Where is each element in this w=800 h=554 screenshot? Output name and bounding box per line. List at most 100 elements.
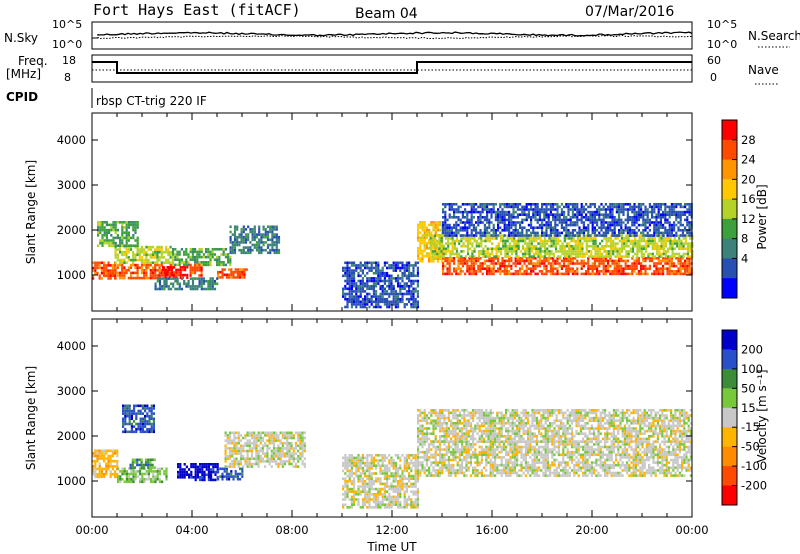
cell-0-14 (481, 231, 484, 235)
cell-0-12 (552, 262, 555, 265)
cell-0-1 (143, 274, 146, 277)
cell-1-3 (207, 463, 210, 466)
cell-0-12 (602, 262, 605, 265)
cell-1-5 (228, 449, 232, 453)
cell-0-8 (253, 243, 256, 247)
cell-0-10 (410, 292, 413, 296)
cell-0-14 (470, 229, 473, 232)
cell-0-1 (123, 274, 126, 277)
cell-0-4 (173, 266, 176, 269)
cell-1-3 (207, 473, 210, 476)
cell-0-13 (671, 250, 674, 253)
cell-0-14 (629, 203, 632, 206)
cell-0-12 (492, 267, 495, 270)
cell-0-10 (388, 292, 391, 296)
cell-0-12 (642, 257, 645, 260)
cell-0-12 (633, 270, 636, 273)
cell-0-14 (543, 223, 546, 227)
cell-0-13 (510, 247, 514, 251)
cell-0-12 (519, 272, 522, 276)
cell-0-13 (629, 239, 632, 243)
cell-0-11 (419, 260, 422, 263)
cell-0-10 (414, 264, 417, 267)
cell-0-14 (541, 221, 544, 224)
cell-0-10 (397, 266, 400, 270)
cell-0-11 (434, 221, 437, 224)
cell-0-12 (648, 257, 651, 260)
cell-0-4 (179, 268, 182, 272)
cell-1-4 (223, 475, 226, 478)
cell-0-14 (644, 221, 647, 224)
cell-0-14 (523, 210, 526, 214)
cell-0-14 (508, 229, 511, 232)
cell-0-12 (464, 272, 467, 276)
cell-0-14 (457, 208, 460, 211)
cell-0-10 (399, 269, 402, 272)
cell-0-6 (200, 269, 203, 272)
cell-1-5 (275, 460, 278, 463)
cell-0-2 (123, 261, 126, 264)
cell-1-5 (268, 431, 271, 435)
cell-0-13 (640, 244, 643, 248)
cell-0-14 (569, 231, 572, 235)
cell-0-9 (185, 285, 188, 288)
cell-0-12 (488, 267, 491, 270)
cell-1-5 (239, 444, 243, 448)
cell-1-0 (105, 465, 108, 468)
cell-0-14 (459, 226, 462, 229)
cell-0-10 (370, 295, 373, 298)
cell-1-5 (303, 441, 306, 445)
cell-0-6 (200, 274, 203, 277)
cell-0-14 (681, 231, 684, 235)
cell-1-6 (148, 409, 151, 413)
cell-0-8 (251, 238, 254, 242)
cell-0-8 (266, 251, 270, 255)
cell-0-13 (539, 250, 542, 253)
cell-0-14 (615, 223, 618, 227)
cell-0-12 (675, 270, 678, 273)
cell-0-14 (642, 213, 645, 216)
cell-0-4 (186, 273, 189, 277)
cell-0-13 (605, 242, 608, 245)
cell-0-14 (475, 231, 478, 235)
cell-0-3 (116, 228, 119, 232)
cell-0-13 (517, 239, 520, 243)
cell-0-14 (455, 216, 458, 219)
cell-0-5 (202, 255, 205, 259)
cell-1-5 (268, 447, 271, 450)
cell-0-14 (519, 231, 522, 235)
cell-0-10 (375, 271, 378, 275)
cell-0-2 (136, 253, 139, 257)
cell-0-4 (181, 266, 184, 269)
cell-1-1 (134, 472, 137, 476)
cell-0-12 (464, 262, 467, 265)
cell-0-14 (503, 234, 506, 237)
cell-0-14 (472, 234, 475, 237)
cell-0-13 (532, 252, 536, 256)
cell-1-3 (194, 468, 197, 471)
cell-0-12 (596, 272, 599, 276)
cell-0-13 (636, 242, 639, 245)
cell-0-5 (224, 248, 227, 251)
cell-0-13 (618, 247, 621, 251)
cell-0-13 (528, 237, 531, 240)
cell-0-13 (605, 244, 608, 248)
cell-0-11 (425, 252, 428, 255)
cell-1-0 (100, 449, 103, 453)
cell-1-5 (272, 434, 276, 437)
cell-1-5 (266, 460, 269, 463)
cell-1-7 (344, 454, 347, 457)
cell-0-12 (468, 257, 471, 260)
cell-1-5 (272, 449, 276, 453)
cell-0-14 (556, 229, 559, 232)
cell-0-14 (461, 226, 464, 229)
cell-0-13 (513, 237, 516, 240)
cell-0-14 (464, 216, 467, 219)
cell-0-14 (673, 213, 676, 216)
cell-0-14 (602, 226, 605, 229)
cell-0-14 (668, 213, 671, 216)
cell-0-14 (633, 223, 636, 227)
cell-0-13 (486, 239, 489, 243)
cell-1-5 (299, 436, 302, 440)
cell-0-3 (125, 228, 128, 232)
